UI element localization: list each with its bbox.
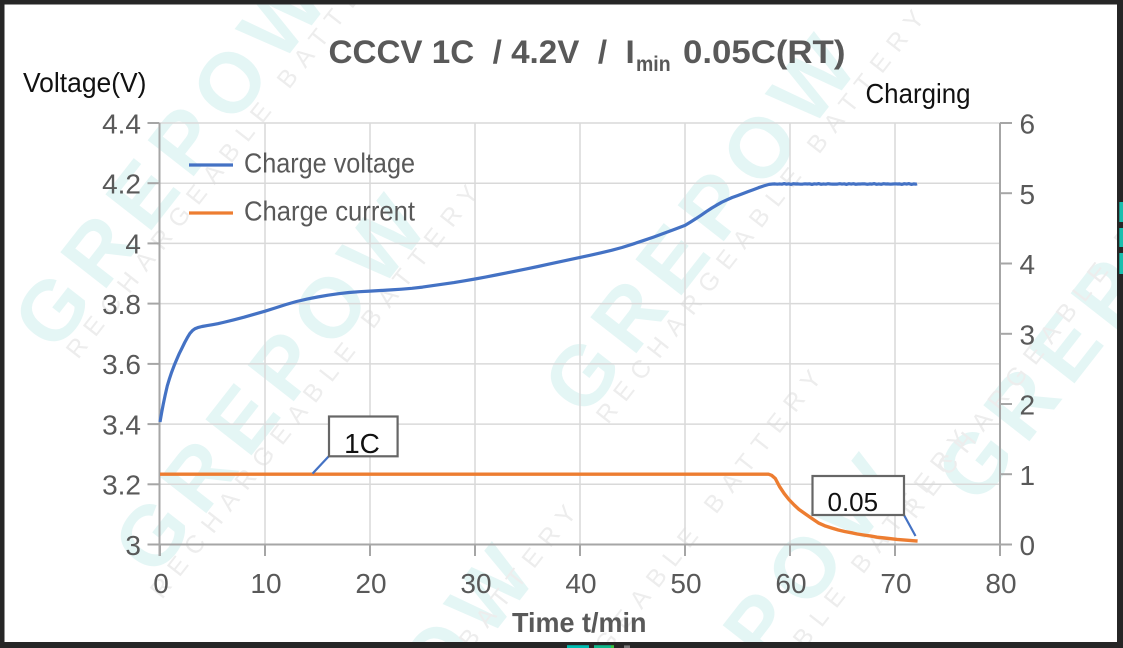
svg-text:2: 2 (1020, 390, 1036, 421)
svg-text:0.05C(RT): 0.05C(RT) (683, 34, 845, 70)
svg-text:Charge voltage: Charge voltage (244, 147, 415, 178)
svg-text:3.8: 3.8 (102, 289, 141, 320)
svg-text:3: 3 (125, 530, 141, 561)
svg-text:Time t/min: Time t/min (512, 607, 647, 638)
svg-text:30: 30 (460, 568, 491, 599)
svg-text:Charging: Charging (866, 78, 971, 109)
svg-text:50: 50 (670, 568, 701, 599)
svg-text:4.2: 4.2 (102, 169, 141, 200)
svg-text:1: 1 (1020, 460, 1036, 491)
svg-text:3.2: 3.2 (102, 470, 141, 501)
svg-text:3.4: 3.4 (102, 409, 141, 440)
svg-text:60: 60 (775, 568, 806, 599)
svg-text:1C: 1C (344, 428, 380, 459)
svg-text:3.6: 3.6 (102, 349, 141, 380)
svg-text:4.4: 4.4 (102, 108, 141, 139)
svg-text:0.05: 0.05 (827, 487, 878, 517)
svg-text:min: min (636, 53, 671, 76)
svg-text:CCCV 1C / 4.2V / I: CCCV 1C / 4.2V / I (329, 34, 635, 70)
svg-text:6: 6 (1020, 109, 1036, 140)
svg-text:0: 0 (153, 568, 169, 599)
svg-text:40: 40 (565, 568, 596, 599)
svg-text:5: 5 (1020, 179, 1036, 210)
svg-text:70: 70 (880, 568, 911, 599)
svg-text:4: 4 (1020, 249, 1036, 280)
svg-text:4: 4 (125, 229, 141, 260)
svg-text:20: 20 (355, 568, 386, 599)
svg-text:Charge current: Charge current (244, 195, 415, 226)
svg-text:0: 0 (1020, 530, 1036, 561)
svg-text:80: 80 (985, 568, 1016, 599)
svg-text:3: 3 (1020, 319, 1036, 350)
svg-text:10: 10 (250, 568, 281, 599)
svg-text:Voltage(V): Voltage(V) (23, 67, 147, 98)
